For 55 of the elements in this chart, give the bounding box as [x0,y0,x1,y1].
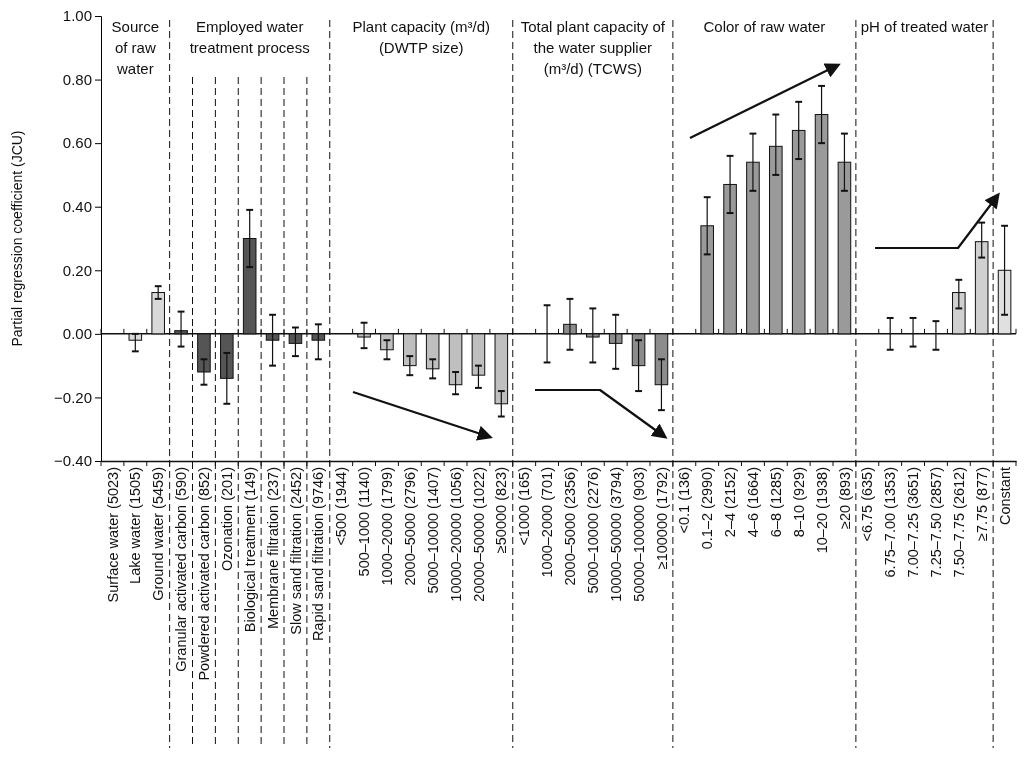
annotation: Employed water treatment process [189,18,310,56]
x-tick-label: 7.25–7.50 (2857) [928,467,945,578]
x-tick-label: <6.75 (635) [859,467,876,542]
x-tick-label: 5000–10000 (2276) [584,467,601,594]
y-tick-label: 0.00 [62,325,92,343]
x-tick-label: 4–6 (1664) [745,467,762,538]
x-tick-label: Ozonation (201) [218,467,235,571]
x-tick-label: Powdered activated carbon (852) [196,467,213,681]
x-tick-label: 10000–50000 (3794) [607,467,624,602]
x-tick-label: ≥50000 (823) [493,467,510,554]
x-tick-label: Granular activated carbon (590) [173,467,190,672]
x-tick-label: Surface water (5023) [104,467,121,603]
x-tick-label: <0.1 (136) [676,467,693,534]
x-tick-label: Constant [996,467,1013,526]
y-tick-label: 0.20 [62,261,92,279]
x-tick-label: 2000–5000 (2796) [401,467,418,586]
y-tick-label: −0.40 [54,452,92,470]
x-tick-label: 1000–2000 (701) [539,467,556,578]
annotation: Source of raw water [111,18,160,77]
y-tick-label: 1.00 [62,7,92,25]
x-tick-label: 50000–100000 (903) [630,467,647,602]
x-tick-label: <1000 (165) [516,467,533,546]
x-tick-label: 500–1000 (1140) [356,467,373,577]
x-tick-label: 0.1–2 (2990) [699,467,716,550]
x-tick-label: Slow sand filtration (2452) [287,467,304,635]
y-tick-label: 0.80 [62,70,92,88]
x-tick-label: Membrane filtration (237) [264,467,281,629]
annotation: Plant capacity (m³/d) (DWTP size) [352,18,491,56]
x-tick-label: 10–20 (1938) [813,467,830,554]
y-tick-label: 0.40 [62,198,92,216]
x-tick-label: 5000–10000 (1407) [424,467,441,594]
x-tick-label: 1000–2000 (1799) [379,467,396,586]
y-axis-title: Partial regression coefficient (JCU) [9,130,25,347]
annotation: Color of raw water [703,18,826,35]
x-tick-label: ≥20 (893) [836,467,853,529]
x-tick-label: Rapid sand filtration (9746) [310,467,327,642]
x-tick-label: 10000–20000 (1056) [447,467,464,602]
annotation: pH of treated water [860,18,989,35]
x-tick-label: 6.75–7.00 (1353) [882,467,899,578]
x-tick-label: Lake water (1505) [127,467,144,584]
annotation: Total plant capacity of the water supplier (m³/d) (TCWS) [520,18,666,77]
x-tick-label: <500 (1944) [333,467,350,546]
x-tick-label: 7.00–7.25 (3651) [905,467,922,578]
x-tick-label: 20000–50000 (1022) [470,467,487,602]
x-tick-label: ≥7.75 (877) [973,467,990,542]
x-tick-label: 6–8 (1285) [767,467,784,538]
x-tick-label: 7.50–7.75 (2612) [950,467,967,578]
x-tick-label: ≥100000 (1792) [653,467,670,570]
x-tick-label: 8–10 (929) [790,467,807,538]
x-tick-label: 2–4 (2152) [722,467,739,538]
y-tick-label: −0.20 [54,388,92,406]
x-tick-label: 2000–5000 (2356) [562,467,579,586]
x-tick-label: Ground water (5459) [150,467,167,601]
x-tick-label: Biological treatment (149) [241,467,258,633]
y-tick-label: 0.60 [62,134,92,152]
